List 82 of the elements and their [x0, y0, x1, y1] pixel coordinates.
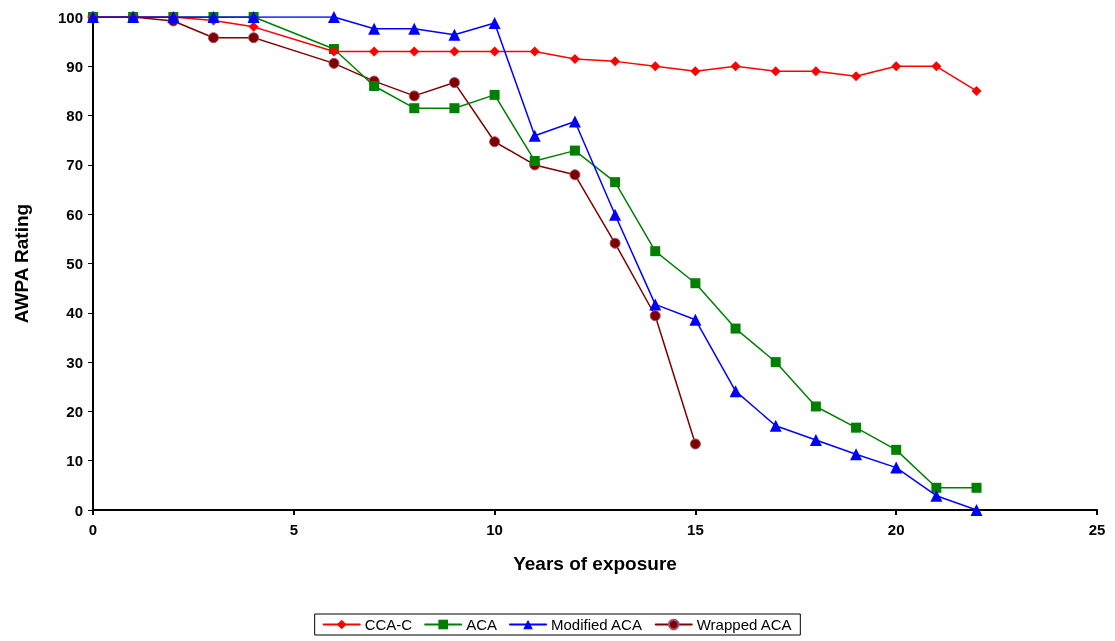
legend-label: ACA — [466, 616, 498, 633]
point — [810, 401, 821, 412]
point — [489, 46, 500, 57]
point — [449, 46, 460, 57]
point — [931, 482, 942, 493]
point — [729, 385, 742, 398]
y-tick-label: 90 — [66, 57, 83, 75]
point — [327, 11, 340, 23]
y-tick-label: 20 — [66, 402, 83, 420]
point — [851, 71, 862, 82]
point — [650, 246, 661, 257]
y-tick-label: 10 — [66, 452, 83, 470]
point — [369, 81, 380, 92]
y-tick-label: 0 — [74, 501, 83, 519]
point — [931, 61, 942, 72]
point — [448, 77, 460, 89]
point — [248, 32, 260, 44]
point — [408, 90, 420, 102]
point — [569, 145, 580, 156]
point — [649, 310, 661, 322]
point — [529, 155, 540, 166]
point — [809, 433, 822, 446]
x-tick-label: 0 — [88, 521, 98, 538]
point — [810, 66, 821, 77]
point — [448, 28, 461, 41]
x-tick-label: 25 — [1088, 521, 1106, 538]
point — [569, 53, 580, 64]
point — [891, 444, 902, 455]
point — [528, 129, 541, 142]
point — [971, 85, 982, 96]
legend-label: Modified ACA — [551, 616, 642, 633]
y-tick-label: 60 — [66, 205, 83, 223]
point — [890, 461, 903, 474]
y-tick-label: 80 — [66, 107, 83, 125]
point — [891, 61, 902, 72]
legend-label: Wrapped ACA — [696, 616, 792, 633]
point — [529, 46, 540, 57]
x-tick-label: 5 — [289, 521, 298, 538]
point — [690, 278, 701, 289]
y-tick-label: 50 — [66, 255, 83, 272]
point — [328, 57, 340, 69]
legend-label: CCA-C — [364, 616, 413, 633]
point — [770, 66, 781, 77]
x-tick-label: 15 — [687, 521, 704, 538]
y-tick-label: 100 — [57, 8, 83, 26]
point — [489, 136, 501, 148]
point — [369, 46, 380, 57]
point — [449, 103, 460, 114]
point — [690, 66, 701, 77]
point — [689, 313, 702, 326]
point — [730, 61, 741, 72]
point — [207, 32, 219, 44]
point — [489, 89, 500, 100]
point — [609, 237, 621, 249]
y-tick-label: 40 — [66, 304, 83, 322]
point — [689, 438, 701, 450]
point — [409, 103, 420, 114]
point — [649, 298, 662, 311]
point — [770, 357, 781, 368]
point — [610, 56, 621, 67]
point — [850, 448, 863, 461]
point — [409, 46, 420, 57]
point — [650, 61, 661, 72]
point — [769, 419, 782, 432]
y-tick-label: 70 — [66, 156, 83, 174]
x-axis-title: Years of exposure — [513, 553, 677, 574]
y-tick-label: 30 — [66, 353, 83, 371]
point — [568, 115, 581, 128]
point — [569, 169, 581, 181]
y-axis-title: AWPA Rating — [11, 203, 32, 324]
point — [851, 422, 862, 433]
x-tick-label: 20 — [887, 521, 905, 538]
x-tick-label: 10 — [486, 521, 503, 538]
point — [610, 177, 621, 188]
point — [970, 504, 983, 516]
point — [488, 16, 501, 29]
point — [730, 323, 741, 334]
point — [971, 482, 982, 493]
point — [609, 208, 622, 221]
point — [930, 489, 943, 502]
point — [408, 22, 421, 35]
point — [368, 22, 381, 35]
